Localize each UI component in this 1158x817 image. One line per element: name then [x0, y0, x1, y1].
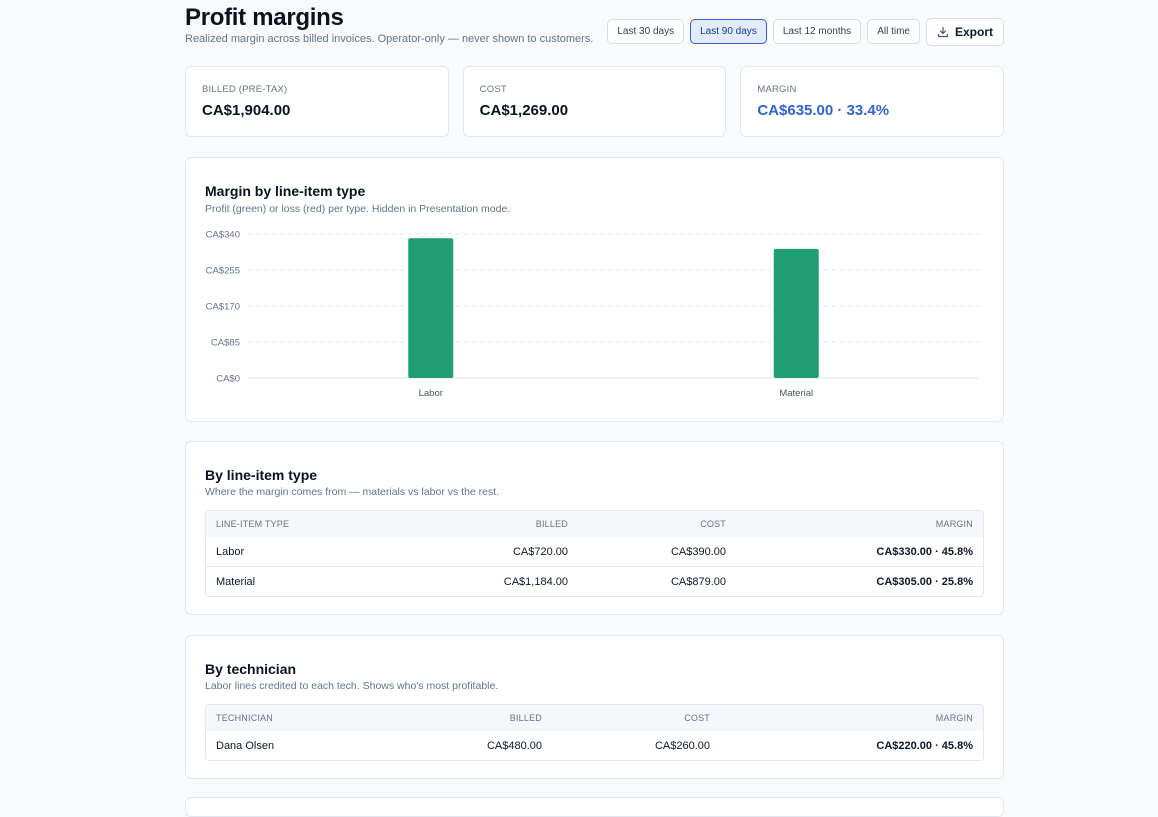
- export-label: Export: [954, 25, 993, 39]
- range-30-days-button[interactable]: Last 30 days: [607, 19, 685, 44]
- cost-card: COST CA$1,269.00: [462, 66, 727, 137]
- billed-card: BILLED (PRE-TAX) CA$1,904.00: [185, 66, 449, 137]
- col-cost[interactable]: COST: [684, 713, 710, 723]
- x-tick-label: Material: [779, 388, 813, 399]
- col-billed[interactable]: BILLED: [509, 713, 542, 723]
- table-row: Dana Olsen CA$480.00 CA$260.00 CA$220.00…: [206, 731, 983, 760]
- next-panel: [185, 797, 1004, 817]
- col-margin[interactable]: MARGIN: [935, 519, 973, 529]
- col-billed[interactable]: BILLED: [535, 519, 568, 529]
- download-icon: [937, 26, 949, 38]
- by-technician-table: TECHNICIAN BILLED COST MARGIN Dana Olsen…: [205, 704, 984, 761]
- range-12-months-button[interactable]: Last 12 months: [772, 19, 862, 44]
- margin-chart-panel: Margin by line-item type Profit (green) …: [185, 157, 1004, 422]
- cost-cell: CA$260.00: [654, 739, 710, 752]
- cost-label: COST: [479, 84, 507, 95]
- col-cost[interactable]: COST: [700, 519, 726, 529]
- margin-card: MARGIN CA$635.00 · 33.4%: [740, 66, 1005, 137]
- col-technician[interactable]: TECHNICIAN: [216, 713, 274, 723]
- margin-cell: CA$305.00 · 25.8%: [876, 575, 973, 588]
- page-subtitle: Realized margin across billed invoices. …: [185, 33, 594, 45]
- billed-label: BILLED (PRE-TAX): [202, 84, 288, 95]
- range-90-days-button[interactable]: Last 90 days: [690, 19, 767, 44]
- y-tick-label: CA$340: [206, 230, 240, 241]
- by-technician-panel: By technician Labor lines credited to ea…: [185, 635, 1004, 779]
- table-header-row: LINE-ITEM TYPE BILLED COST MARGIN: [206, 511, 983, 537]
- chart-title: Margin by line-item type: [205, 183, 366, 199]
- cost-value: CA$1,269.00: [479, 102, 569, 119]
- margin-value: CA$635.00 · 33.4%: [757, 102, 890, 119]
- range-controls: Last 30 days Last 90 days Last 12 months…: [607, 18, 1004, 47]
- page-title: Profit margins: [185, 4, 344, 31]
- table-row: Material CA$1,184.00 CA$879.00 CA$305.00…: [206, 566, 983, 596]
- summary-cards: BILLED (PRE-TAX) CA$1,904.00 COST CA$1,2…: [185, 66, 1005, 137]
- y-tick-label: CA$0: [216, 374, 240, 385]
- range-all-time-button[interactable]: All time: [867, 19, 920, 44]
- billed-cell: CA$1,184.00: [503, 575, 568, 588]
- billed-value: CA$1,904.00: [202, 102, 291, 119]
- billed-cell: CA$480.00: [486, 739, 542, 752]
- x-tick-label: Labor: [419, 388, 443, 399]
- cost-cell: CA$879.00: [670, 575, 726, 588]
- by-type-table: LINE-ITEM TYPE BILLED COST MARGIN Labor …: [205, 510, 984, 597]
- by-type-title: By line-item type: [205, 467, 318, 483]
- by-type-panel: By line-item type Where the margin comes…: [185, 441, 1004, 615]
- margin-cell: CA$330.00 · 45.8%: [876, 545, 973, 558]
- by-technician-title: By technician: [205, 661, 297, 677]
- margin-bar-chart: CA$0 CA$85 CA$170 CA$255 CA$340 Labor Material: [206, 230, 979, 399]
- table-header-row: TECHNICIAN BILLED COST MARGIN: [206, 705, 983, 731]
- technician-cell: Dana Olsen: [216, 739, 275, 752]
- bar: [408, 238, 454, 378]
- type-cell: Labor: [216, 545, 245, 558]
- margin-cell: CA$220.00 · 45.8%: [876, 739, 973, 752]
- cost-cell: CA$390.00: [670, 545, 726, 558]
- export-button[interactable]: Export: [925, 18, 1004, 46]
- margin-label: MARGIN: [757, 84, 797, 95]
- table-row: Labor CA$720.00 CA$390.00 CA$330.00 · 45…: [206, 537, 983, 566]
- by-technician-description: Labor lines credited to each tech. Shows…: [205, 680, 499, 692]
- y-tick-label: CA$85: [211, 338, 240, 349]
- billed-cell: CA$720.00: [512, 545, 568, 558]
- y-tick-label: CA$255: [206, 266, 240, 277]
- col-margin[interactable]: MARGIN: [935, 713, 973, 723]
- col-line-item-type[interactable]: LINE-ITEM TYPE: [216, 519, 290, 529]
- by-type-description: Where the margin comes from — materials …: [205, 486, 500, 498]
- chart-description: Profit (green) or loss (red) per type. H…: [205, 203, 511, 215]
- y-tick-label: CA$170: [206, 302, 240, 313]
- type-cell: Material: [216, 575, 256, 588]
- bar: [773, 248, 819, 378]
